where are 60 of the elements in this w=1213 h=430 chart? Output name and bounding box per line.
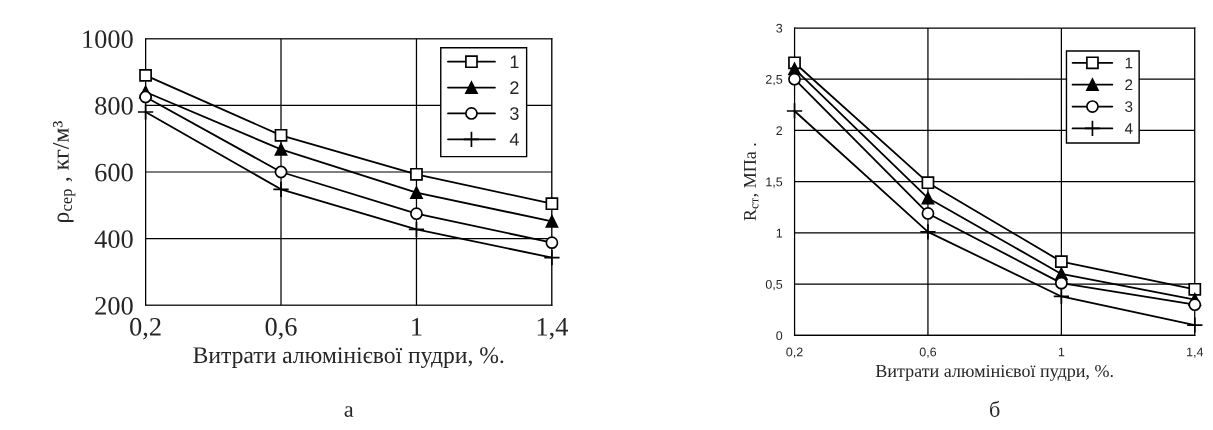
point [139,90,152,104]
point [274,128,288,142]
x-tick-label: 0,6 [265,317,297,340]
y-axis-title: ρ$_{сер}$ , кг/м³ [52,121,76,222]
text: б [990,400,1000,417]
y-tick-label: 1000 [83,30,133,49]
legend-label: 2 [510,81,519,94]
point [921,176,935,190]
x-tick-label: 1,4 [537,318,568,340]
point [921,207,935,220]
y-tick-label: 800 [95,96,133,115]
point [545,197,559,211]
y-tick-label: 200 [95,296,133,315]
point [410,207,423,221]
point [274,142,288,156]
y-tick-label: 0,5 [765,279,783,291]
y-tick-label: 2 [776,126,783,135]
y-tick-label: 1 [776,228,783,238]
point [1188,298,1202,312]
text: а [344,406,354,417]
x-tick-label: 0,6 [919,347,937,358]
legend-label: 4 [1124,123,1133,134]
point [786,102,803,120]
y-tick-label: 3 [776,23,783,33]
x-tick-label: 0,2 [786,347,803,358]
y-tick-label: 0 [776,331,783,341]
point [410,167,423,181]
legend-label: 2 [1125,79,1133,91]
point [919,223,937,241]
point [1054,255,1068,269]
y-tick-label: 1,5 [766,177,783,188]
point [272,180,290,198]
point [410,186,423,200]
point [139,68,152,82]
point [1054,276,1068,290]
point [543,249,561,267]
y-axis-title: R$_{ст}$, МПа . [744,143,759,221]
point [1052,287,1070,305]
legend-label: 3 [510,107,519,120]
point [788,72,801,86]
x-tick-label: 0,2 [130,317,161,340]
point [407,220,425,238]
point [1188,282,1202,296]
legend-label: 1 [1125,57,1133,69]
y-tick-label: 2,5 [765,74,783,86]
x-axis-title: Витрати алюмінієвої пудри, %. [875,364,1113,381]
x-tick-label: 1 [412,318,422,336]
point [545,236,559,250]
y-tick-label: 400 [94,230,133,249]
legend-label: 4 [509,133,519,146]
point [921,191,935,205]
point [1186,316,1204,334]
x-axis-title: Витрати алюмінієвої пудри, %. [193,347,504,368]
x-tick-label: 1,4 [1187,347,1204,358]
legend-label: 1 [510,55,519,69]
y-tick-label: 600 [95,163,133,182]
point [274,165,288,179]
point [545,214,559,228]
x-tick-label: 1 [1058,347,1065,357]
legend-label: 3 [1125,101,1133,113]
